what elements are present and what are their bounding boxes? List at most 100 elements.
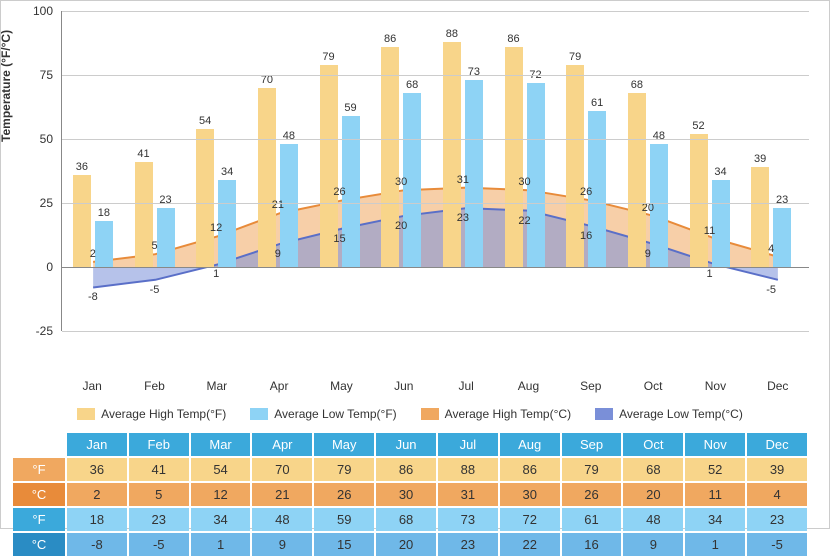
x-axis: JanFebMarAprMayJunJulAugSepOctNovDec xyxy=(61,371,809,401)
bar-high-f-label: 79 xyxy=(317,51,341,63)
bar-low-f-label: 48 xyxy=(277,130,301,142)
x-tick: May xyxy=(310,371,372,401)
bar-high-f-label: 88 xyxy=(440,28,464,40)
table-cell: 88 xyxy=(438,458,498,481)
table-cell: 22 xyxy=(500,533,560,556)
table-header: Oct xyxy=(623,433,683,456)
gridline xyxy=(62,331,809,332)
table-cell: 39 xyxy=(747,458,807,481)
gridline xyxy=(62,267,809,268)
bar-high-f-label: 52 xyxy=(687,120,711,132)
area-low-c-label: 16 xyxy=(580,230,592,242)
table-cell: 30 xyxy=(376,483,436,506)
bar-low-f-label: 34 xyxy=(709,166,733,178)
table-cell: 61 xyxy=(562,508,622,531)
legend-item: Average Low Temp(°C) xyxy=(595,407,743,421)
table-cell: 23 xyxy=(129,508,189,531)
bar-high-f-label: 86 xyxy=(378,33,402,45)
table-cell: 68 xyxy=(376,508,436,531)
x-tick: Oct xyxy=(622,371,684,401)
y-tick: 100 xyxy=(33,4,53,18)
table-header: May xyxy=(314,433,374,456)
chart-area: Temperature (°F/°C) -250255075100 361841… xyxy=(11,11,809,371)
legend-swatch xyxy=(77,408,95,420)
table-header: Jul xyxy=(438,433,498,456)
table-cell: 73 xyxy=(438,508,498,531)
bar-low-f-label: 48 xyxy=(647,130,671,142)
table-cell: 16 xyxy=(562,533,622,556)
table-cell: 79 xyxy=(562,458,622,481)
area-low-c-label: 22 xyxy=(518,215,530,227)
table-cell: 59 xyxy=(314,508,374,531)
legend-swatch xyxy=(421,408,439,420)
area-high-c-label: 5 xyxy=(151,240,157,252)
bar-high-f-label: 39 xyxy=(748,153,772,165)
table-cell: 34 xyxy=(191,508,251,531)
bar-high-f-label: 41 xyxy=(132,148,156,160)
area-low-c-label: 9 xyxy=(645,248,651,260)
area-high-c-label: 12 xyxy=(210,222,222,234)
x-tick: Jul xyxy=(435,371,497,401)
x-tick: Jun xyxy=(373,371,435,401)
table-cell: 15 xyxy=(314,533,374,556)
area-high-c-label: 2 xyxy=(90,248,96,260)
table-cell: 48 xyxy=(623,508,683,531)
y-tick: 25 xyxy=(40,196,53,210)
x-tick: Nov xyxy=(684,371,746,401)
table-cell: 36 xyxy=(67,458,127,481)
gridline xyxy=(62,75,809,76)
table-header: Sep xyxy=(562,433,622,456)
area-low-c-label: 23 xyxy=(457,212,469,224)
area-high-c-label: 26 xyxy=(580,186,592,198)
table-cell: 41 xyxy=(129,458,189,481)
y-tick: 50 xyxy=(40,132,53,146)
legend-item: Average High Temp(°F) xyxy=(77,407,226,421)
table-cell: 48 xyxy=(252,508,312,531)
table-row-head: °F xyxy=(13,508,65,531)
bar-high-f-label: 86 xyxy=(502,33,526,45)
gridline xyxy=(62,11,809,12)
area-high-c-label: 26 xyxy=(333,186,345,198)
y-tick: -25 xyxy=(36,324,53,338)
table-cell: 21 xyxy=(252,483,312,506)
bar-low-f-label: 23 xyxy=(770,194,794,206)
area-high-c-label: 4 xyxy=(768,243,774,255)
table-cell: 1 xyxy=(685,533,745,556)
table-header: Jun xyxy=(376,433,436,456)
table-cell: 18 xyxy=(67,508,127,531)
table-cell: 54 xyxy=(191,458,251,481)
table-cell: 70 xyxy=(252,458,312,481)
area-low-c-label: 1 xyxy=(706,268,712,280)
bar-high-f-label: 54 xyxy=(193,115,217,127)
table-cell: 20 xyxy=(623,483,683,506)
table-cell: 5 xyxy=(129,483,189,506)
x-tick: Jan xyxy=(61,371,123,401)
x-tick: Sep xyxy=(560,371,622,401)
table-header: Aug xyxy=(500,433,560,456)
table-cell: 52 xyxy=(685,458,745,481)
bar-low-f-label: 18 xyxy=(92,207,116,219)
bar-high-f-label: 68 xyxy=(625,79,649,91)
x-tick: Feb xyxy=(123,371,185,401)
legend-item: Average High Temp(°C) xyxy=(421,407,571,421)
table-cell: 23 xyxy=(438,533,498,556)
table-cell: 9 xyxy=(623,533,683,556)
y-axis: -250255075100 xyxy=(11,11,61,331)
legend-label: Average Low Temp(°C) xyxy=(619,407,743,421)
y-tick: 75 xyxy=(40,68,53,82)
legend-item: Average Low Temp(°F) xyxy=(250,407,396,421)
area-high-c-label: 30 xyxy=(518,176,530,188)
area-high-c-label: 11 xyxy=(704,225,715,237)
table-cell: 23 xyxy=(747,508,807,531)
table-corner xyxy=(13,433,65,456)
chart-container: Temperature (°F/°C) -250255075100 361841… xyxy=(0,0,830,529)
table-cell: 11 xyxy=(685,483,745,506)
area-low-c-label: 15 xyxy=(333,233,345,245)
bar-high-f-label: 36 xyxy=(70,161,94,173)
area-high-c-label: 31 xyxy=(457,174,469,186)
table-header: Nov xyxy=(685,433,745,456)
gridline xyxy=(62,203,809,204)
area-low-c-label: -8 xyxy=(88,291,98,303)
gridline xyxy=(62,139,809,140)
table-header: Jan xyxy=(67,433,127,456)
